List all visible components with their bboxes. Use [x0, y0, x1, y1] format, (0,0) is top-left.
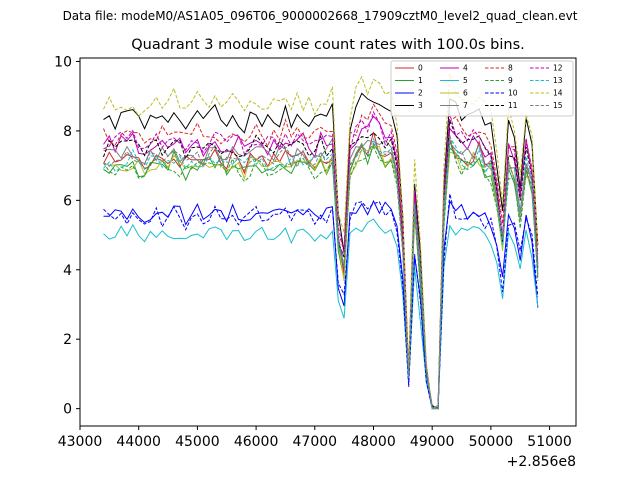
series-line-module-6 [103, 145, 539, 410]
x-axis: 43000 44000 45000 46000 47000 48000 49000 50000… [58, 426, 572, 450]
x-tick-label: 47000 [293, 434, 338, 450]
plot-frame [79, 57, 577, 427]
x-offset-label: +2.856e8 [507, 454, 576, 470]
x-tick-label: 44000 [116, 434, 161, 450]
legend-label-module-5: 5 [463, 76, 468, 85]
chart-suptitle: Data file: modeM0/AS1A05_096T06_90000026… [63, 9, 578, 23]
legend-label-module-15: 15 [553, 101, 563, 110]
x-tick-label: 51000 [527, 434, 572, 450]
series-line-module-5 [103, 218, 539, 408]
legend-label-module-3: 3 [418, 101, 423, 110]
legend-label-module-2: 2 [418, 89, 423, 98]
legend-label-module-4: 4 [463, 64, 468, 73]
legend-label-module-9: 9 [508, 76, 513, 85]
legend-label-module-8: 8 [508, 64, 513, 73]
series-line-module-14 [103, 73, 539, 410]
y-tick-label: 6 [63, 193, 72, 209]
series-line-module-7 [103, 137, 539, 410]
x-tick-label: 45000 [175, 434, 220, 450]
y-axis: 0 2 4 6 8 10 [54, 54, 80, 418]
x-tick-label: 50000 [469, 434, 514, 450]
legend-label-module-14: 14 [553, 89, 563, 98]
legend-label-module-1: 1 [418, 76, 423, 85]
legend-label-module-12: 12 [553, 64, 563, 73]
legend-label-module-7: 7 [463, 101, 468, 110]
y-tick-label: 4 [63, 263, 72, 279]
y-tick-label: 2 [63, 332, 72, 348]
x-tick-label: 49000 [410, 434, 455, 450]
legend-label-module-11: 11 [508, 101, 518, 110]
legend-label-module-10: 10 [508, 89, 518, 98]
series-line-module-15 [103, 135, 539, 410]
x-tick-label: 46000 [234, 434, 279, 450]
series-layer [103, 73, 539, 410]
series-line-module-10 [103, 193, 539, 409]
x-tick-label: 48000 [351, 434, 396, 450]
y-tick-label: 8 [63, 124, 72, 140]
y-tick-label: 10 [54, 54, 72, 70]
series-line-module-8 [103, 103, 539, 410]
legend-label-module-13: 13 [553, 76, 563, 85]
series-line-module-13 [103, 135, 539, 410]
legend-label-module-6: 6 [463, 89, 468, 98]
series-line-module-11 [103, 120, 539, 410]
series-line-module-9 [103, 141, 539, 410]
series-line-module-3 [103, 92, 539, 410]
x-tick-label: 43000 [58, 434, 103, 450]
series-line-module-2 [103, 199, 539, 410]
series-line-module-12 [103, 110, 539, 410]
y-tick-label: 0 [63, 402, 72, 418]
legend-box [390, 60, 574, 117]
chart-title: Quadrant 3 module wise count rates with … [131, 37, 525, 53]
series-line-module-4 [103, 115, 539, 410]
series-line-module-1 [103, 142, 539, 410]
legend-label-module-0: 0 [418, 64, 423, 73]
